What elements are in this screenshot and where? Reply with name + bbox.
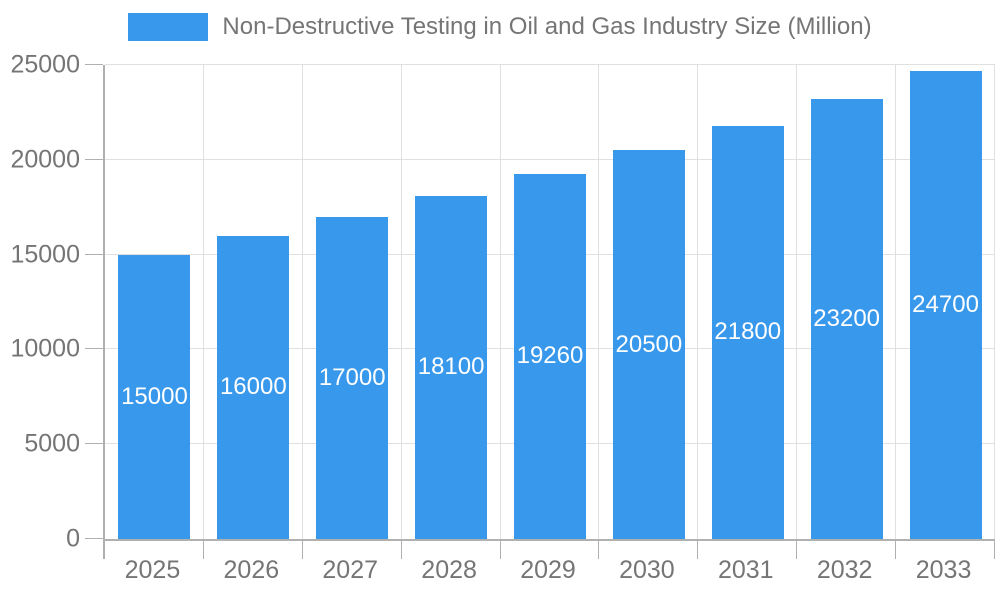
x-axis-tick <box>301 541 303 559</box>
v-gridline <box>499 65 501 539</box>
x-tick-label: 2031 <box>717 556 774 584</box>
x-tick-label: 2027 <box>322 556 379 584</box>
x-tick-label: 2025 <box>124 556 181 584</box>
y-axis-tick <box>85 253 103 255</box>
x-axis-tick <box>103 541 105 559</box>
x-tick-label: 2028 <box>421 556 477 584</box>
y-tick-label: 10000 <box>10 334 80 363</box>
v-gridline <box>895 65 897 539</box>
x-tick-label: 2033 <box>915 556 972 584</box>
x-tick-label: 2030 <box>619 556 675 584</box>
bar[interactable] <box>514 173 586 539</box>
bar-value-label: 21800 <box>714 318 782 346</box>
v-gridline <box>400 65 402 539</box>
y-axis-labels: 0 5000 10000 15000 20000 25000 <box>0 0 82 600</box>
x-axis-tick <box>598 541 600 559</box>
bar-value-label: 19260 <box>516 342 584 370</box>
h-gridline <box>105 64 995 65</box>
bar-value-label: 16000 <box>219 373 287 401</box>
x-axis-tick <box>796 541 798 559</box>
bar-value-label: 20500 <box>615 330 683 358</box>
y-axis-tick <box>85 443 103 445</box>
y-tick-label: 5000 <box>24 429 80 458</box>
x-axis-tick <box>499 541 501 559</box>
bar-value-label: 17000 <box>318 363 386 391</box>
y-axis-tick <box>85 64 103 65</box>
v-gridline <box>697 65 699 539</box>
bar-value-label: 23200 <box>813 305 881 333</box>
y-tick-label: 20000 <box>10 145 80 174</box>
plot-area: 15000 16000 17000 18100 19260 20500 21800 23200… <box>85 64 995 559</box>
y-axis-tick <box>85 158 103 160</box>
x-tick-label: 2026 <box>223 556 280 584</box>
bar[interactable] <box>810 99 883 539</box>
bar-value-label: 18100 <box>417 353 485 381</box>
v-gridline <box>202 65 204 539</box>
bar[interactable] <box>612 150 685 539</box>
x-axis-tick <box>202 541 204 559</box>
bar-value-label: 15000 <box>121 382 188 410</box>
bar-value-label: 24700 <box>912 290 979 318</box>
legend-label: Non-Destructive Testing in Oil and Gas I… <box>222 13 872 40</box>
bar[interactable] <box>217 235 290 539</box>
y-tick-label: 0 <box>66 524 80 553</box>
x-tick-label: 2029 <box>520 556 576 584</box>
h-gridline <box>105 158 995 160</box>
bar[interactable] <box>415 195 488 539</box>
y-axis-tick <box>85 538 103 539</box>
x-axis-tick <box>895 541 897 559</box>
v-gridline <box>598 65 600 539</box>
v-gridline <box>994 65 995 539</box>
x-axis-tick <box>994 541 995 559</box>
x-axis-tick <box>400 541 402 559</box>
x-axis-labels: 2025 2026 2027 2028 2029 2030 2031 2032 2033 <box>103 556 993 590</box>
v-gridline <box>796 65 798 539</box>
x-tick-label: 2032 <box>816 556 873 584</box>
y-tick-label: 25000 <box>10 50 80 79</box>
legend[interactable]: Non-Destructive Testing in Oil and Gas I… <box>0 13 1000 41</box>
bar[interactable] <box>316 216 389 539</box>
legend-swatch <box>128 13 209 41</box>
bar[interactable] <box>118 254 191 539</box>
y-axis-tick <box>85 348 103 350</box>
bar[interactable] <box>909 70 982 539</box>
v-gridline <box>301 65 303 539</box>
bar[interactable] <box>711 125 784 539</box>
y-tick-label: 15000 <box>10 240 80 269</box>
x-axis-tick <box>697 541 699 559</box>
